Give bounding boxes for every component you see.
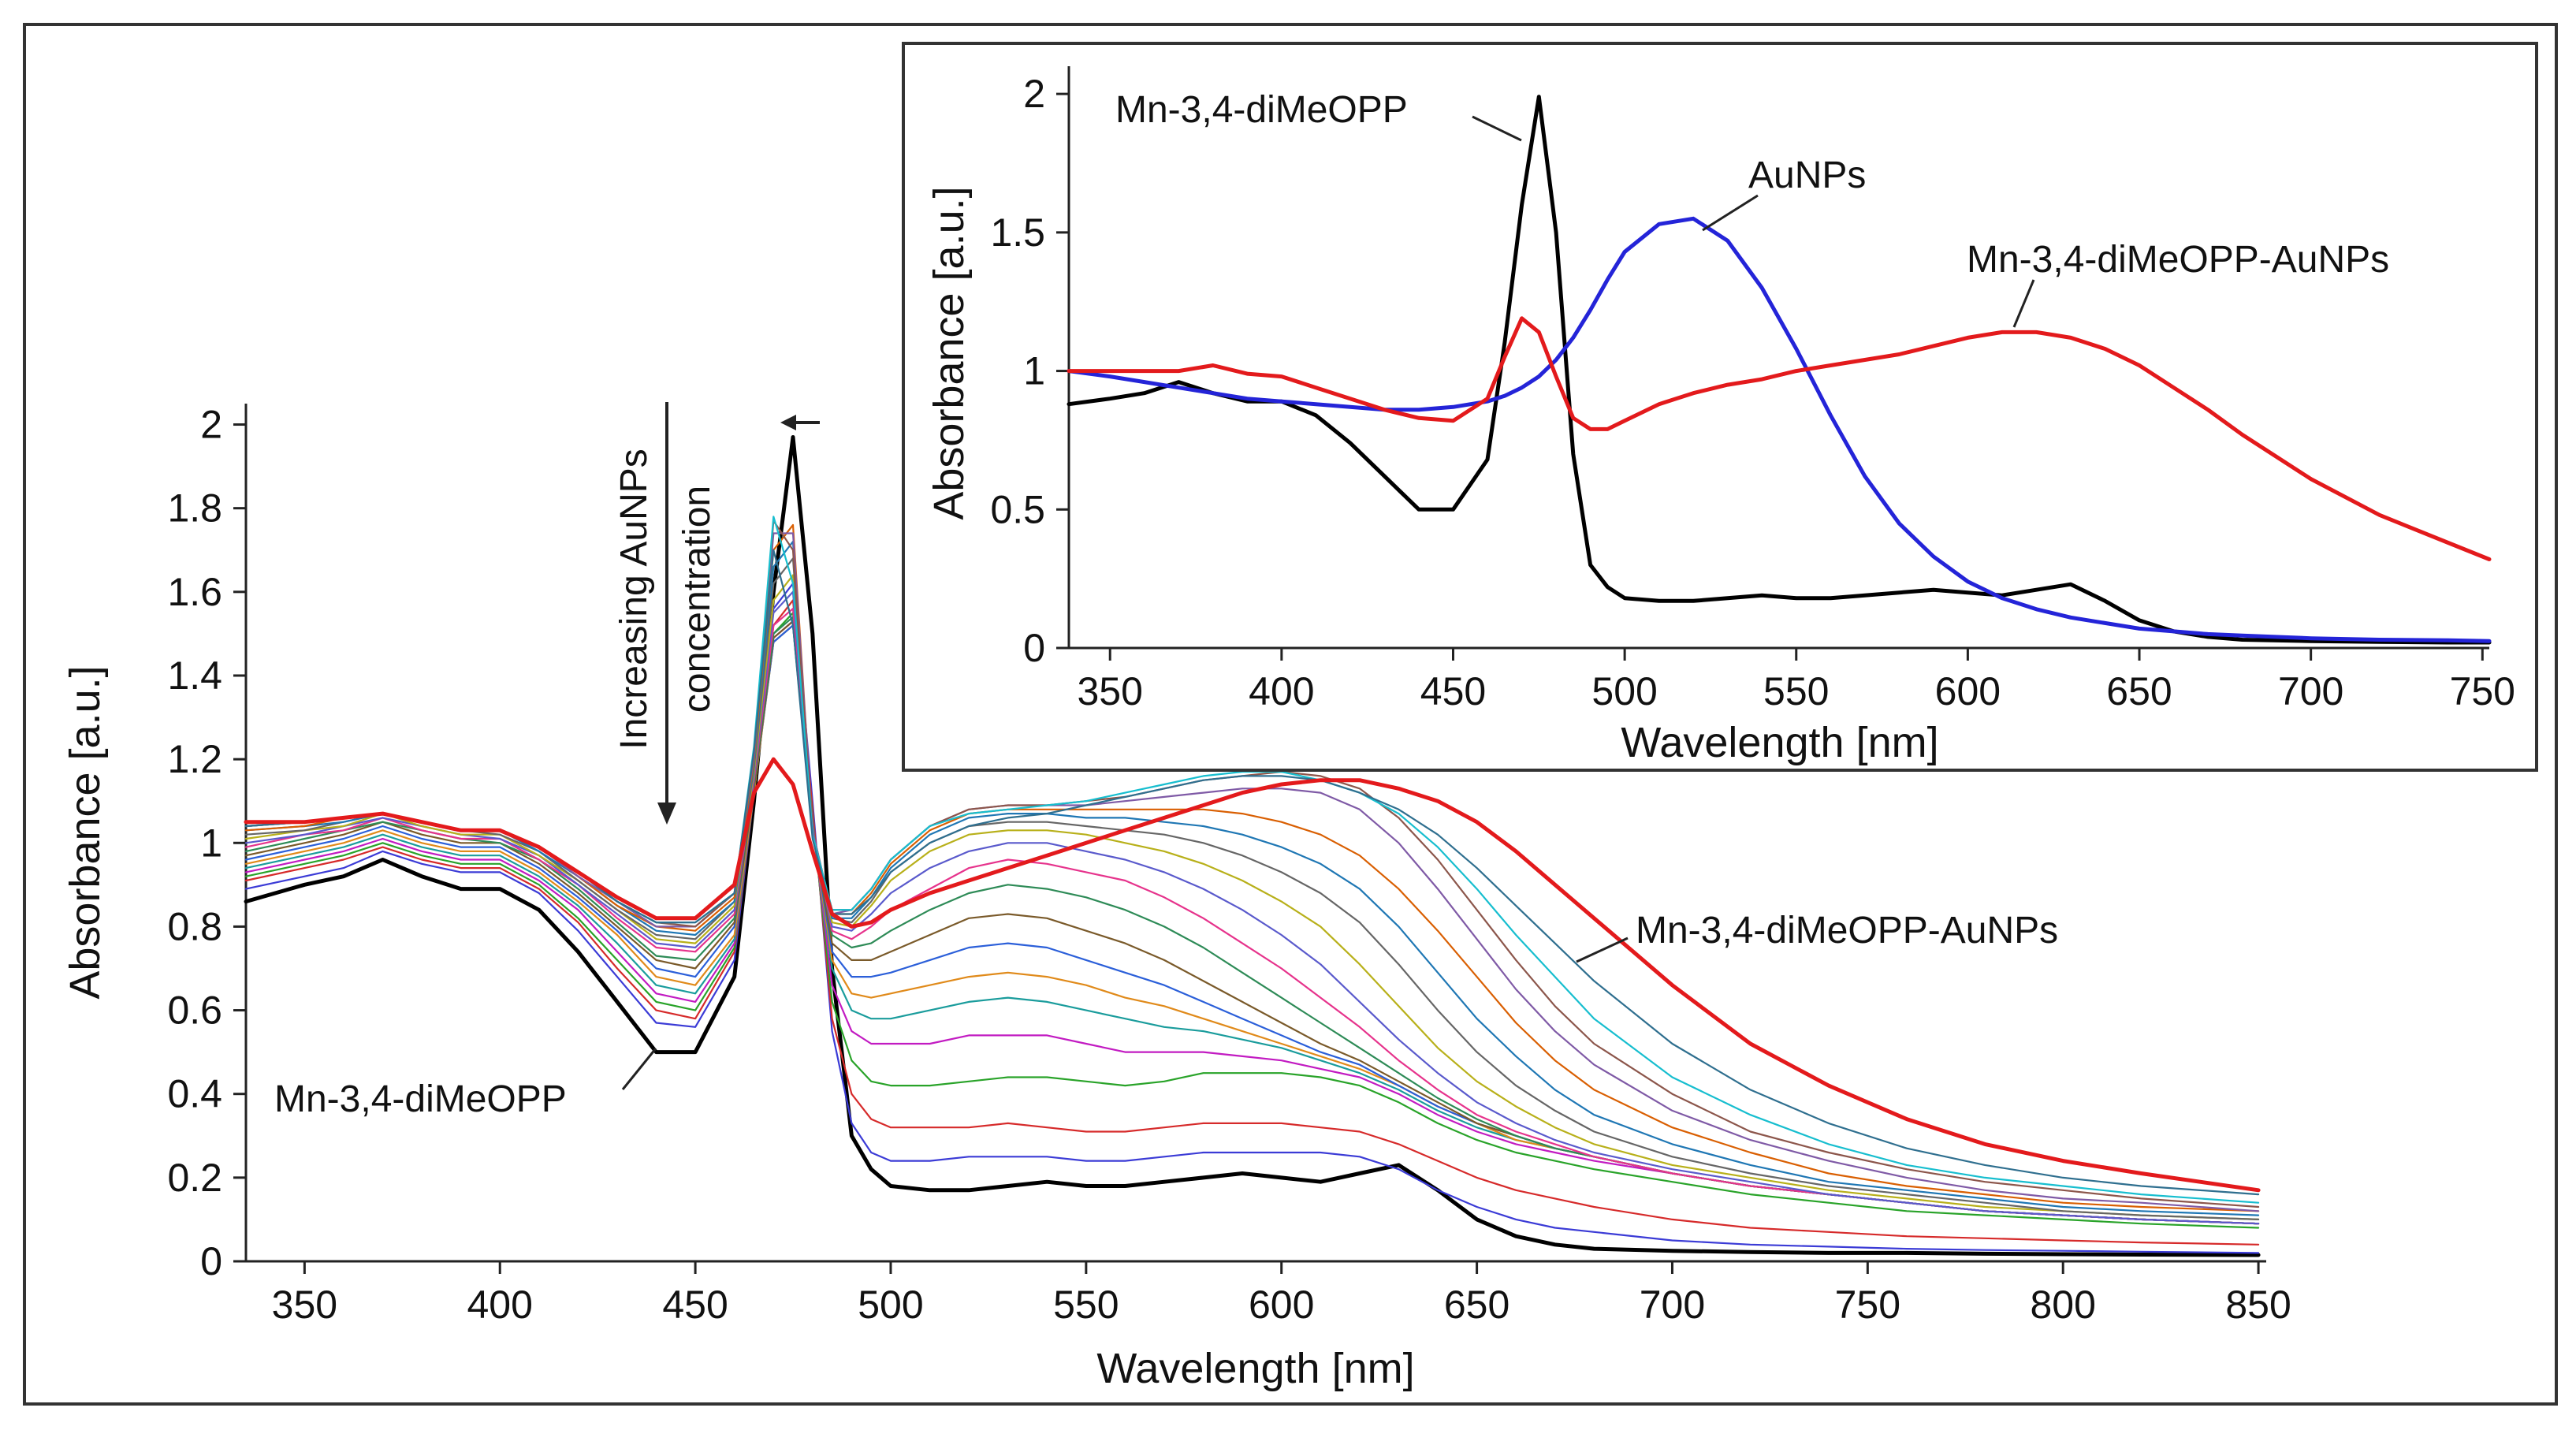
main-y-tick-label: 0.8 bbox=[167, 904, 222, 948]
inset-x-tick-label: 550 bbox=[1763, 669, 1829, 713]
inset-x-tick-label: 400 bbox=[1249, 669, 1314, 713]
main-plot: 350 400 450 500 550 600 650 700 750 800 850 0 0.2 0.4… bbox=[61, 402, 2291, 1392]
inset-series-line-1 bbox=[1067, 216, 2492, 643]
main-x-tick-label: 350 bbox=[272, 1283, 337, 1327]
main-series-line-13 bbox=[244, 557, 2260, 1221]
main-series-line-10 bbox=[244, 607, 2260, 1225]
main-y-tick-label: 1 bbox=[200, 821, 222, 865]
main-y-tick-label: 0.6 bbox=[167, 989, 222, 1033]
inset-label-black-leader bbox=[1472, 115, 1522, 142]
main-x-tick-label: 500 bbox=[858, 1283, 923, 1327]
main-x-tick-label: 600 bbox=[1249, 1283, 1314, 1327]
inset-y-tick-label: 0 bbox=[1023, 626, 1045, 670]
main-y-tick-label: 0 bbox=[200, 1239, 222, 1283]
main-ticks: 350 400 450 500 550 600 650 700 750 800 850 0 0.2 0.4… bbox=[167, 403, 2291, 1327]
main-series-line-11 bbox=[244, 590, 2260, 1225]
main-x-tick-label: 650 bbox=[1444, 1283, 1509, 1327]
inset-series-line-2 bbox=[1067, 316, 2492, 561]
inset-y-tick-label: 1 bbox=[1023, 349, 1045, 393]
main-series-line-4 bbox=[244, 620, 2260, 1225]
label-end-leader bbox=[1576, 937, 1629, 963]
main-series-line-12 bbox=[244, 574, 2260, 1221]
inset-frame bbox=[902, 42, 2538, 772]
inset-label-red: Mn-3,4-diMeOPP-AuNPs bbox=[1967, 239, 2389, 281]
inset-y-tick-label: 2 bbox=[1023, 72, 1045, 116]
inset-ticks: 350 400 450 500 550 600 650 700 750 0 0.5 1 1.5 2 bbox=[990, 72, 2515, 713]
main-x-tick-label: 450 bbox=[662, 1283, 728, 1327]
inset-label-blue-leader bbox=[1702, 194, 1759, 232]
inset-x-tick-label: 350 bbox=[1078, 669, 1143, 713]
label-start-leader bbox=[621, 1048, 657, 1090]
inset-label-blue: AuNPs bbox=[1748, 155, 1866, 196]
main-y-tick-label: 0.2 bbox=[167, 1156, 222, 1200]
main-x-tick-label: 400 bbox=[467, 1283, 533, 1327]
inset-label-black: Mn-3,4-diMeOPP bbox=[1115, 89, 1408, 131]
main-y-tick-label: 1.4 bbox=[167, 654, 222, 698]
inset-series-lines bbox=[1067, 95, 2492, 645]
inset-x-tick-label: 600 bbox=[1935, 669, 2001, 713]
main-series-line-14 bbox=[244, 540, 2260, 1216]
main-series-line-0 bbox=[244, 435, 2261, 1257]
main-y-tick-label: 1.8 bbox=[167, 486, 222, 531]
main-series-line-3 bbox=[244, 612, 2260, 1229]
shift-arrow-head bbox=[780, 415, 796, 430]
main-x-tick-label: 550 bbox=[1053, 1283, 1119, 1327]
main-x-tick-label: 800 bbox=[2030, 1283, 2095, 1327]
inset-label-red-leader bbox=[2012, 279, 2035, 328]
inset-y-tick-label: 0.5 bbox=[990, 487, 1045, 531]
inset-x-tick-label: 750 bbox=[2450, 669, 2515, 713]
main-series-line-1 bbox=[244, 583, 2260, 1254]
inset-x-tick-label: 650 bbox=[2106, 669, 2172, 713]
inset-x-tick-label: 450 bbox=[1420, 669, 1486, 713]
main-x-axis-title: Wavelength [nm] bbox=[1096, 1345, 1414, 1392]
main-label-start: Mn-3,4-diMeOPP bbox=[274, 1078, 567, 1120]
inset-x-axis-title: Wavelength [nm] bbox=[1621, 719, 1938, 766]
inset-x-tick-label: 500 bbox=[1591, 669, 1657, 713]
concentration-label-line1: Increasing AuNPs bbox=[613, 449, 655, 750]
concentration-label-line2: concentration bbox=[676, 486, 718, 713]
main-y-tick-label: 2 bbox=[200, 403, 222, 447]
main-series-line-2 bbox=[244, 599, 2260, 1246]
main-x-tick-label: 850 bbox=[2225, 1283, 2291, 1327]
main-y-tick-label: 0.4 bbox=[167, 1072, 222, 1116]
main-x-tick-label: 700 bbox=[1640, 1283, 1705, 1327]
concentration-arrow-head bbox=[657, 803, 676, 825]
main-y-tick-label: 1.2 bbox=[167, 737, 222, 781]
inset-y-tick-label: 1.5 bbox=[990, 210, 1045, 255]
main-label-end: Mn-3,4-diMeOPP-AuNPs bbox=[1636, 910, 2058, 951]
main-y-tick-label: 1.6 bbox=[167, 570, 222, 614]
main-x-tick-label: 750 bbox=[1835, 1283, 1900, 1327]
inset-y-axis-title: Absorbance [a.u.] bbox=[925, 186, 973, 519]
main-y-axis-title: Absorbance [a.u.] bbox=[61, 665, 109, 999]
inset-x-tick-label: 700 bbox=[2278, 669, 2343, 713]
inset-plot: 350 400 450 500 550 600 650 700 750 0 0.5 1 1.5 2 Wav… bbox=[902, 42, 2538, 772]
inset-series-line-0 bbox=[1067, 95, 2492, 645]
